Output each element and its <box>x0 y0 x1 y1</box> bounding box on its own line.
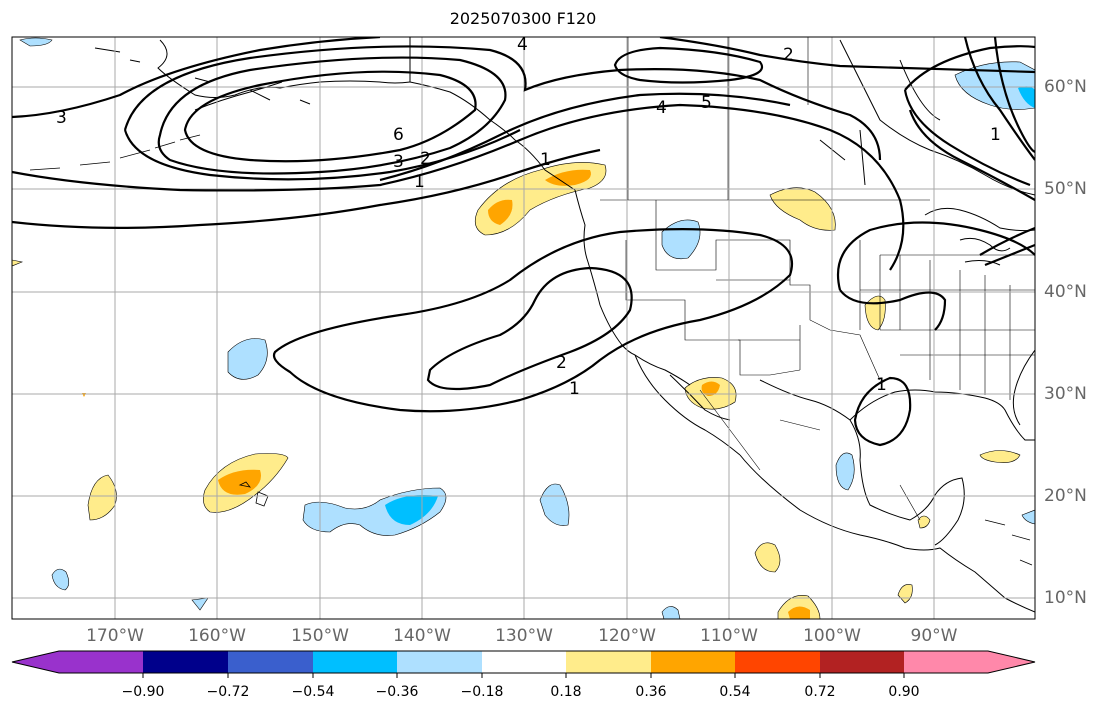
colorbar-bin <box>313 651 397 673</box>
contour-lines <box>12 37 1035 447</box>
lon-label: 100°W <box>803 626 861 646</box>
graticule <box>12 37 1035 619</box>
colorbar-bin <box>482 651 566 673</box>
colorbar-bin <box>397 651 482 673</box>
map-title: 2025070300 F120 <box>449 9 597 28</box>
contour-label: 1 <box>876 375 887 395</box>
lat-label: 30°N <box>1044 384 1087 404</box>
colorbar-tick-label: −0.90 <box>121 684 165 700</box>
colorbar-tick-label: −0.72 <box>206 684 250 700</box>
lat-label: 50°N <box>1044 179 1087 199</box>
colorbar-high-arrow <box>988 651 1035 673</box>
contour-label: 2 <box>783 45 794 65</box>
lon-label: 150°W <box>291 626 349 646</box>
lon-label: 160°W <box>188 626 246 646</box>
colorbar-bin <box>651 651 735 673</box>
lat-label: 20°N <box>1044 486 1087 506</box>
lon-label: 90°W <box>910 626 958 646</box>
colorbar-tick-label: 0.72 <box>804 684 836 700</box>
colorbar <box>11 650 1036 678</box>
colorbar-bin <box>566 651 651 673</box>
lon-label: 140°W <box>393 626 451 646</box>
colorbar-bin <box>735 651 820 673</box>
political-borders <box>600 37 1035 521</box>
colorbar-bin <box>143 651 228 673</box>
contour-labels: 4 2 3 6 3 2 1 4 5 2 1 1 1 1 <box>56 35 1001 399</box>
lon-label: 110°W <box>700 626 758 646</box>
colorbar-bin <box>228 651 313 673</box>
lat-label: 60°N <box>1044 77 1087 97</box>
contour-label: 5 <box>701 93 712 113</box>
shaded-field-regions <box>12 37 1035 619</box>
contour-label: 4 <box>517 35 528 55</box>
colorbar-tick-label: 0.54 <box>719 684 751 700</box>
colorbar-low-arrow <box>12 651 59 673</box>
colorbar-tick-label: 0.18 <box>550 684 582 700</box>
coastlines <box>29 37 1035 613</box>
colorbar-tick-label: −0.36 <box>375 684 419 700</box>
colorbar-tick-label: 0.90 <box>888 684 920 700</box>
contour-label: 4 <box>656 98 667 118</box>
contour-label: 2 <box>420 149 431 169</box>
colorbar-bin <box>904 651 988 673</box>
lon-label: 120°W <box>598 626 656 646</box>
colorbar-tick-label: 0.36 <box>635 684 667 700</box>
contour-label: 1 <box>990 125 1001 145</box>
colorbar-bin <box>59 651 143 673</box>
contour-label: 6 <box>393 125 404 145</box>
plot-frame <box>11 36 1036 620</box>
colorbar-bin <box>820 651 904 673</box>
contour-label: 1 <box>569 379 580 399</box>
contour-label: 1 <box>540 150 551 170</box>
lat-label: 40°N <box>1044 282 1087 302</box>
lon-label: 170°W <box>86 626 144 646</box>
contour-label: 2 <box>556 353 567 373</box>
colorbar-tick-label: −0.18 <box>460 684 504 700</box>
contour-label: 1 <box>414 172 425 192</box>
lat-label: 10°N <box>1044 588 1087 608</box>
colorbar-tick-label: −0.54 <box>291 684 335 700</box>
contour-label: 3 <box>393 152 404 172</box>
contour-label: 3 <box>56 108 67 128</box>
lon-label: 130°W <box>495 626 553 646</box>
